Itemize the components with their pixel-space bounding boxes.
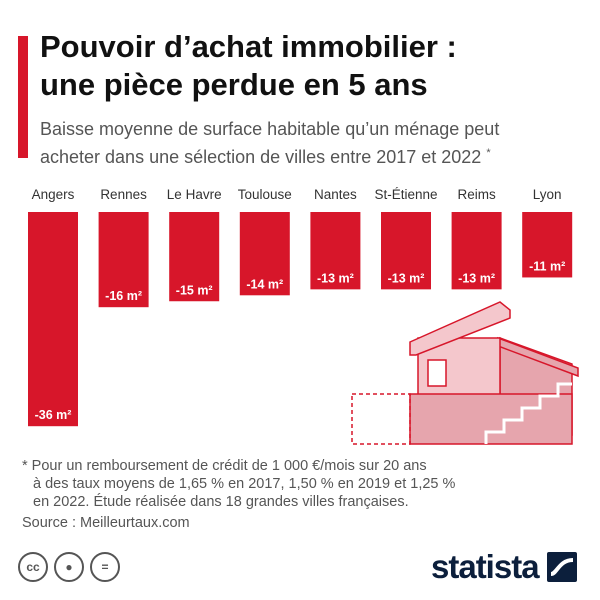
title-line-2: une pièce perdue en 5 ans <box>40 67 428 102</box>
subtitle-footnote-marker: * <box>486 147 491 159</box>
statista-logo: statista <box>431 548 578 586</box>
cc-icon: cc <box>18 552 48 582</box>
value-label-toulouse: -14 m² <box>246 277 283 291</box>
source-text: Source : Meilleurtaux.com <box>22 515 190 531</box>
house-main-roof <box>409 301 511 356</box>
logo-wordmark: statista <box>431 548 540 585</box>
category-label-lyon: Lyon <box>533 187 562 202</box>
bar-angers <box>28 212 78 427</box>
house-window <box>427 359 447 387</box>
house-ground-floor <box>409 393 573 445</box>
bar-lyon <box>522 212 573 278</box>
value-label-rennes: -16 m² <box>105 289 142 303</box>
title-accent-bar <box>18 36 28 158</box>
statista-mark-icon <box>547 552 578 582</box>
house-illustration <box>351 301 579 445</box>
category-label-rennes: Rennes <box>100 187 147 202</box>
category-label-nantes: Nantes <box>314 187 357 202</box>
license-icons: cc ● = <box>18 552 126 582</box>
page-subtitle: Baisse moyenne de surface habitable qu’u… <box>40 117 585 169</box>
bar-toulouse <box>239 212 290 296</box>
bar-reims <box>451 212 502 290</box>
page-title: Pouvoir d’achat immobilier : une pièce p… <box>40 28 580 104</box>
title-line-1: Pouvoir d’achat immobilier : <box>40 29 457 64</box>
footnote: * Pour un remboursement de crédit de 1 0… <box>22 457 492 511</box>
footnote-line-2: à des taux moyens de 1,65 % en 2017, 1,5… <box>33 476 456 492</box>
category-label-st-etienne: St-Étienne <box>374 187 437 202</box>
value-label-reims: -13 m² <box>458 271 495 285</box>
footnote-line-1: * Pour un remboursement de crédit de 1 0… <box>22 458 427 474</box>
house-missing-room <box>351 393 411 445</box>
equal-icon: = <box>90 552 120 582</box>
bars <box>28 212 573 427</box>
value-label-nantes: -13 m² <box>317 271 354 285</box>
subtitle-line-2: acheter dans une sélection de villes ent… <box>40 147 482 167</box>
footnote-line-3: en 2022. Étude réalisée dans 18 grandes … <box>33 494 409 510</box>
category-label-le-havre: Le Havre <box>167 187 222 202</box>
category-labels: Angers Rennes Le Havre Toulouse Nantes St-Éti… <box>32 187 562 202</box>
bar-rennes <box>98 212 149 308</box>
category-label-reims: Reims <box>457 187 496 202</box>
subtitle-line-1: Baisse moyenne de surface habitable qu’u… <box>40 119 500 139</box>
bar-chart: Angers Rennes Le Havre Toulouse Nantes St-Éti… <box>28 187 579 445</box>
bar-le-havre <box>169 212 220 302</box>
category-label-toulouse: Toulouse <box>238 187 292 202</box>
bar-nantes <box>310 212 361 290</box>
value-label-st-etienne: -13 m² <box>388 271 425 285</box>
value-labels: -36 m² -16 m² -15 m² -14 m² -13 m² -13 m² -13 … <box>35 259 566 422</box>
value-label-le-havre: -15 m² <box>176 283 213 297</box>
house-stairs <box>484 382 572 444</box>
category-label-angers: Angers <box>32 187 75 202</box>
value-label-angers: -36 m² <box>35 408 72 422</box>
person-icon: ● <box>54 552 84 582</box>
value-label-lyon: -11 m² <box>529 259 565 273</box>
bar-st-etienne <box>381 212 431 290</box>
